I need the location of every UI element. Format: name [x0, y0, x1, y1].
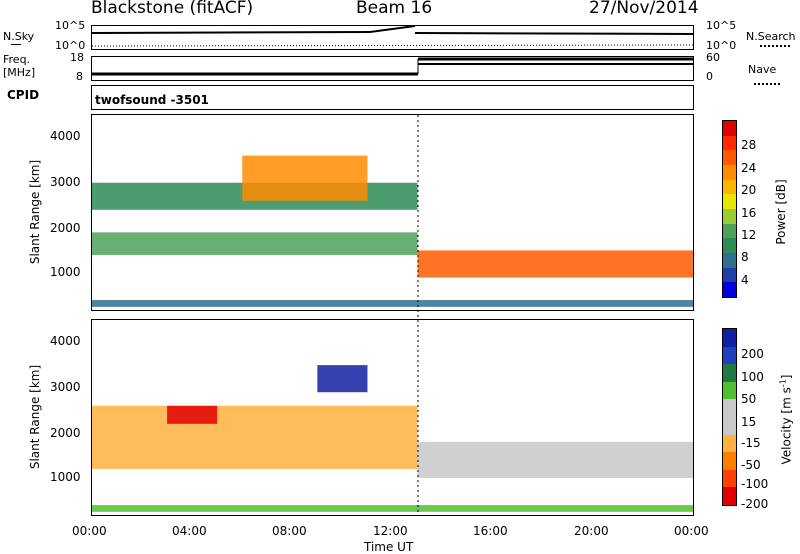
- xtick: 00:00: [72, 524, 107, 538]
- freq-unit-label: [MHz]: [3, 66, 36, 79]
- noise-left-label: N.Sky: [3, 30, 35, 43]
- xtick: 12:00: [373, 524, 408, 538]
- freq-tick-bottom: 8: [76, 70, 83, 83]
- power-data-band: [92, 232, 418, 255]
- date-title: 27/Nov/2014: [589, 0, 699, 18]
- noise-right-label: N.Search: [746, 30, 796, 43]
- velocity-cbar-tick: 100: [741, 370, 764, 384]
- power-colorbar-label: Power [dB]: [774, 179, 788, 245]
- power-cbar-tick: 12: [741, 228, 757, 242]
- noise-sky-line: [414, 32, 694, 35]
- noise-panel: [91, 25, 694, 50]
- velocity-data-band: [92, 405, 418, 469]
- freq-tick-top: 18: [70, 51, 84, 64]
- noise-left-tick-bottom: 10^0: [55, 39, 86, 52]
- velocity-cbar-tick: -100: [741, 477, 769, 491]
- power-cbar-tick: 8: [741, 250, 749, 264]
- noise-sky-line: [91, 31, 371, 34]
- power-cbar-tick: 24: [741, 161, 757, 175]
- power-panel-frame: [91, 114, 694, 311]
- noise-right-tick-top: 10^5: [706, 19, 737, 32]
- power-ytick: 2000: [50, 221, 81, 235]
- nave-tick-top: 60: [706, 51, 720, 64]
- velocity-data-band: [417, 441, 693, 478]
- velocity-ytick: 2000: [50, 426, 81, 440]
- velocity-data-band: [317, 365, 368, 393]
- nave-legend-line: [754, 83, 780, 85]
- velocity-cbar-tick: -15: [741, 436, 761, 450]
- noise-right-tick-bottom: 10^0: [706, 39, 737, 52]
- xtick: 04:00: [172, 524, 207, 538]
- velocity-cbar-tick: 200: [741, 347, 764, 361]
- cpid-label: CPID: [7, 88, 40, 102]
- freq-label: Freq.: [3, 53, 31, 66]
- velocity-cbar-tick: 50: [741, 392, 757, 406]
- power-data-band: [417, 250, 693, 278]
- xtick: 08:00: [272, 524, 307, 538]
- xtick: 00:00: [674, 524, 709, 538]
- power-data-band: [92, 300, 693, 307]
- freq-panel: [91, 56, 694, 81]
- cpid-text: twofsound -3501: [95, 93, 209, 107]
- power-ytick: 3000: [50, 175, 81, 189]
- station-title: Blackstone (fitACF): [91, 0, 254, 18]
- nave-label: Nave: [748, 63, 777, 76]
- cpid-panel: [91, 85, 694, 110]
- power-cbar-tick: 20: [741, 183, 757, 197]
- noise-search-line: [91, 44, 694, 47]
- xtick: 20:00: [574, 524, 609, 538]
- beam-title: Beam 16: [356, 0, 433, 18]
- power-cbar-tick: 4: [741, 273, 749, 287]
- velocity-cbar-tick: 15: [741, 415, 757, 429]
- velocity-ytick: 4000: [50, 334, 81, 348]
- velocity-data-band: [167, 405, 218, 424]
- velocity-ytick: 3000: [50, 380, 81, 394]
- noise-right-legend-line: [760, 45, 790, 47]
- velocity-colorbar: [722, 328, 737, 506]
- velocity-cbar-tick: -50: [741, 458, 761, 472]
- noise-sky-line: [369, 25, 416, 33]
- velocity-colorbar-label: Velocity [m s-1]: [778, 374, 794, 465]
- noise-left-tick-top: 10^5: [55, 19, 86, 32]
- power-cbar-tick: 16: [741, 206, 757, 220]
- power-cbar-tick: 28: [741, 138, 757, 152]
- power-data-band: [242, 155, 368, 201]
- power-ytick: 1000: [50, 265, 81, 279]
- velocity-cbar-tick: -200: [741, 497, 769, 511]
- velocity-data-band: [92, 505, 693, 512]
- xaxis-label: Time UT: [364, 540, 414, 554]
- velocity-ylabel: Slant Range [km]: [28, 364, 42, 470]
- nave-tick-bottom: 0: [706, 70, 713, 83]
- velocity-ytick: 1000: [50, 470, 81, 484]
- power-colorbar: [722, 120, 737, 298]
- noise-left-legend-line: [11, 44, 21, 45]
- power-ytick: 4000: [50, 129, 81, 143]
- power-ylabel: Slant Range [km]: [28, 159, 42, 265]
- xtick: 16:00: [473, 524, 508, 538]
- velocity-panel-frame: [91, 319, 694, 516]
